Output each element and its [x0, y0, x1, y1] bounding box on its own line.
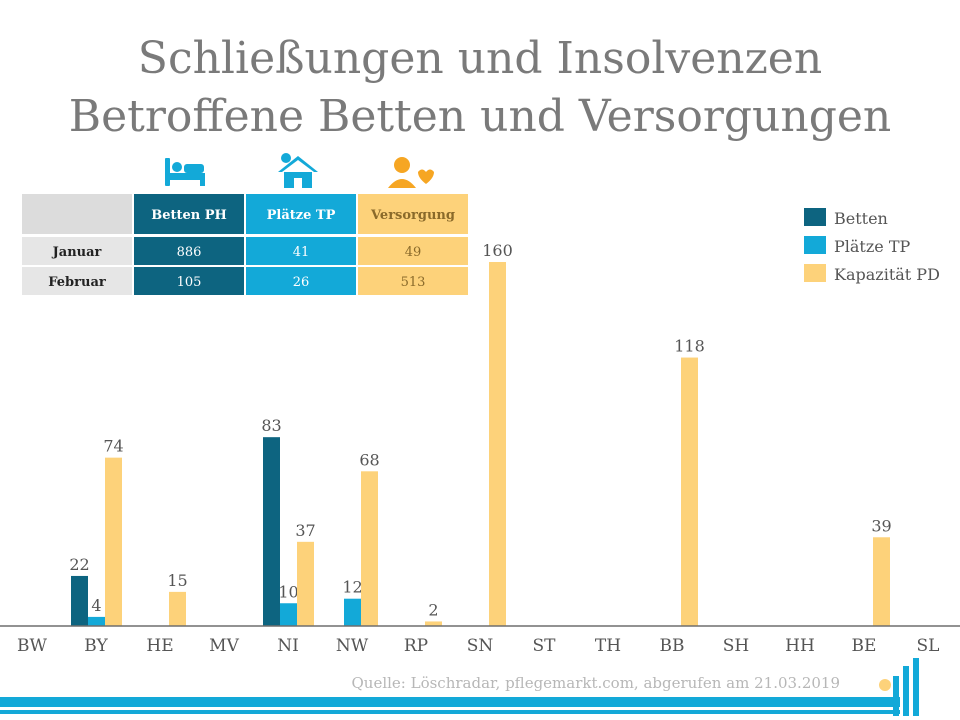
x-tick-label: HH — [785, 636, 815, 656]
bar — [489, 262, 506, 626]
data-label: 4 — [91, 596, 101, 615]
data-label: 68 — [359, 450, 379, 469]
data-label: 22 — [69, 555, 89, 574]
table-cell — [358, 237, 468, 265]
data-label: 10 — [278, 582, 298, 601]
table-cell — [22, 237, 132, 265]
bars: 22 4 74 15 83 10 37 12 68 2 160 118 39 — [69, 241, 892, 626]
chart-title-line-1: Schließungen und Insolvenzen — [137, 33, 823, 84]
bed-icon — [165, 158, 205, 186]
x-tick-label: TH — [595, 636, 621, 656]
table-header-label: Plätze TP — [267, 208, 336, 223]
table-header-label: Versorgung — [370, 208, 455, 223]
x-axis-ticks: BW BY HE MV NI NW RP SN ST TH BB SH HH BE SL — [17, 636, 939, 656]
x-tick-label: BB — [660, 636, 685, 656]
caregiver-heart-icon — [388, 157, 434, 188]
x-tick-label: NW — [336, 636, 369, 656]
data-label: 74 — [103, 437, 123, 456]
x-tick-label: ST — [533, 636, 557, 656]
legend: Betten Plätze TP Kapazität PD — [804, 208, 940, 284]
table-value: 105 — [177, 275, 202, 290]
bar — [263, 437, 280, 626]
x-tick-label: NI — [277, 636, 299, 656]
x-tick-label: BE — [852, 636, 877, 656]
x-tick-label: RP — [404, 636, 428, 656]
table-header-cell — [358, 194, 468, 234]
brand-logo — [879, 658, 919, 716]
chart-title-line-2: Betroffene Betten und Versorgungen — [68, 91, 892, 142]
table-value: 886 — [177, 245, 202, 260]
table-row-label: Januar — [52, 245, 102, 260]
table-header-cell — [134, 194, 244, 234]
table-cell — [358, 267, 468, 295]
bar — [425, 621, 442, 626]
data-label: 15 — [167, 571, 187, 590]
table-value: 26 — [293, 275, 310, 290]
legend-label-kapazitaet: Kapazität PD — [834, 265, 940, 284]
bar — [105, 457, 122, 626]
table-header-cell — [246, 194, 356, 234]
x-tick-label: SH — [723, 636, 749, 656]
table-header-label: Betten PH — [151, 208, 227, 223]
table-value: 513 — [401, 275, 426, 290]
table-row-label: Februar — [48, 275, 106, 290]
bar — [88, 616, 105, 626]
data-label: 160 — [482, 241, 513, 260]
x-tick-label: HE — [146, 636, 173, 656]
bar — [71, 575, 88, 626]
bar — [681, 357, 698, 626]
table-value: 49 — [405, 245, 422, 260]
footer-bar-thin — [0, 710, 900, 714]
data-label: 37 — [295, 521, 315, 540]
table-value: 41 — [293, 245, 310, 260]
data-label: 2 — [428, 600, 438, 619]
table-header-cell — [22, 194, 132, 234]
x-tick-label: SL — [917, 636, 940, 656]
x-tick-label: BY — [84, 636, 108, 656]
bar — [344, 598, 361, 626]
x-tick-label: BW — [17, 636, 47, 656]
bar — [169, 591, 186, 626]
data-label: 39 — [871, 516, 891, 535]
table-cell — [134, 237, 244, 265]
table-cell — [134, 267, 244, 295]
summary-table: Betten PH Plätze TP Versorgung Januar 886 41 4… — [22, 194, 468, 295]
bar — [361, 471, 378, 626]
table-cell — [22, 267, 132, 295]
bar — [280, 603, 297, 626]
data-label: 12 — [342, 578, 362, 597]
legend-label-plaetze: Plätze TP — [834, 237, 911, 256]
data-label: 118 — [674, 337, 705, 356]
data-label: 83 — [261, 416, 281, 435]
house-sun-icon — [278, 153, 318, 188]
footer-bar — [0, 697, 900, 707]
x-tick-label: MV — [209, 636, 239, 656]
bar — [873, 537, 890, 626]
x-tick-label: SN — [467, 636, 494, 656]
bar — [297, 541, 314, 626]
table-cell — [246, 267, 356, 295]
table-cell — [246, 237, 356, 265]
legend-swatch-kapazitaet — [804, 264, 826, 282]
legend-swatch-betten — [804, 208, 826, 226]
legend-swatch-plaetze — [804, 236, 826, 254]
source-note: Quelle: Löschradar, pflegemarkt.com, abg… — [351, 674, 840, 692]
legend-label-betten: Betten — [834, 209, 888, 228]
